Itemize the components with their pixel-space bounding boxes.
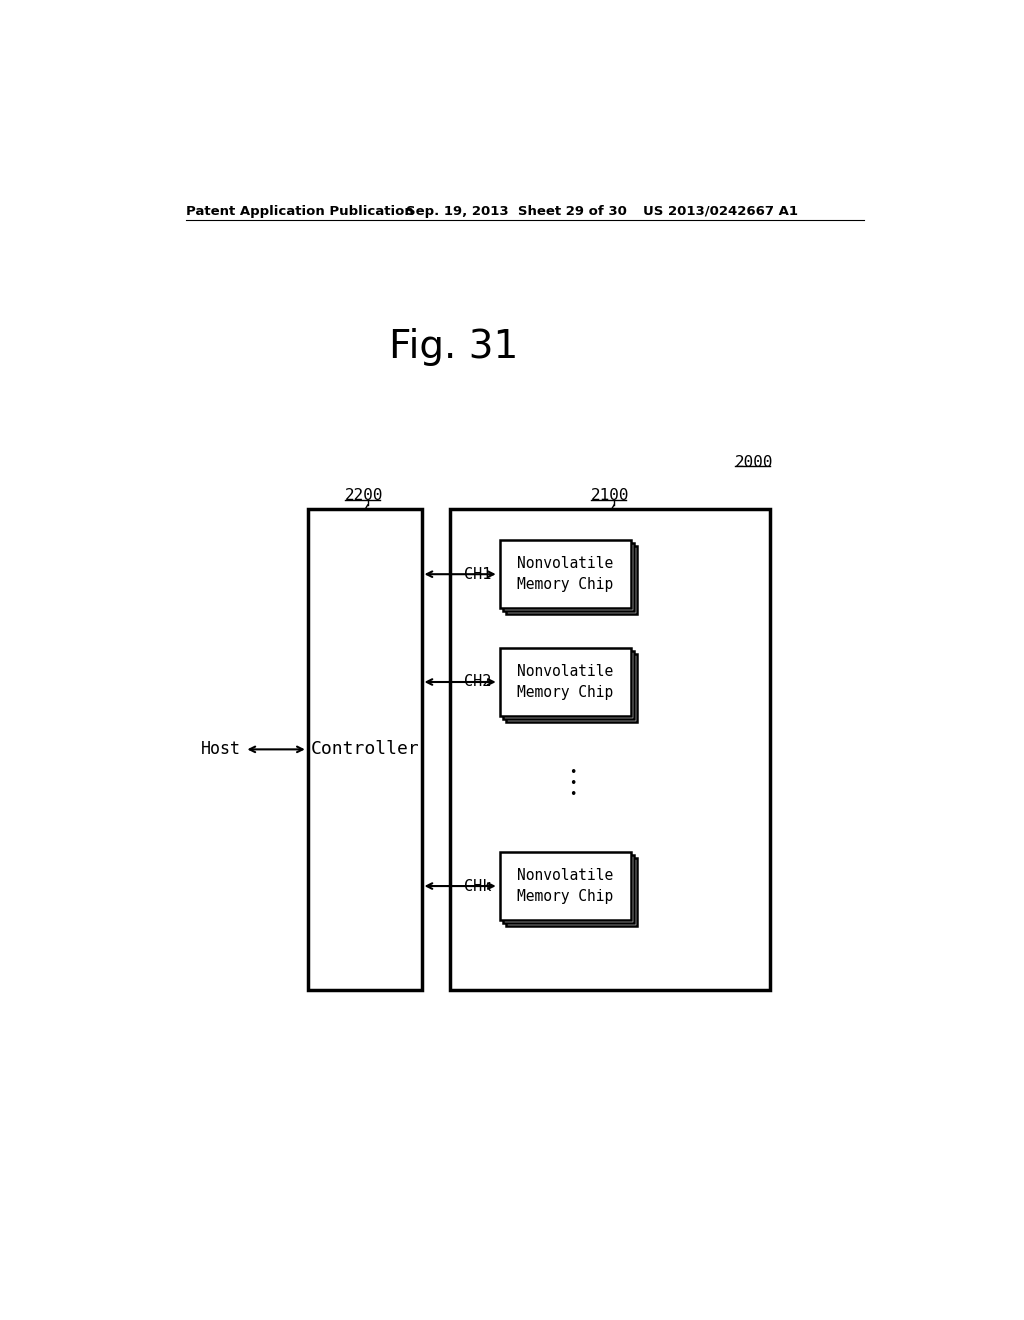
Text: CH1: CH1 (464, 566, 492, 582)
Text: Nonvolatile
Memory Chip: Nonvolatile Memory Chip (517, 556, 613, 593)
Bar (451, 508, 770, 990)
Text: CHk: CHk (464, 879, 492, 894)
Text: Nonvolatile
Memory Chip: Nonvolatile Memory Chip (517, 869, 613, 904)
Text: •: • (569, 777, 577, 791)
Text: •: • (569, 767, 577, 779)
Bar (500, 540, 631, 609)
Text: Nonvolatile
Memory Chip: Nonvolatile Memory Chip (517, 664, 613, 700)
Bar (500, 853, 631, 920)
Text: Fig. 31: Fig. 31 (389, 327, 518, 366)
Bar (503, 651, 634, 719)
Text: US 2013/0242667 A1: US 2013/0242667 A1 (643, 205, 798, 218)
Bar (506, 655, 637, 722)
Bar (506, 858, 637, 927)
Bar (307, 508, 422, 990)
Bar (503, 855, 634, 923)
Text: •: • (569, 788, 577, 801)
Text: CH2: CH2 (464, 675, 492, 689)
Text: 2100: 2100 (591, 488, 630, 503)
Bar (500, 648, 631, 715)
Bar (503, 544, 634, 611)
Text: Sep. 19, 2013  Sheet 29 of 30: Sep. 19, 2013 Sheet 29 of 30 (407, 205, 627, 218)
Text: Controller: Controller (310, 741, 419, 759)
Text: Host: Host (201, 741, 241, 759)
Text: 2000: 2000 (735, 455, 773, 470)
Bar (506, 546, 637, 614)
Text: Patent Application Publication: Patent Application Publication (186, 205, 414, 218)
Text: 2200: 2200 (345, 488, 383, 503)
